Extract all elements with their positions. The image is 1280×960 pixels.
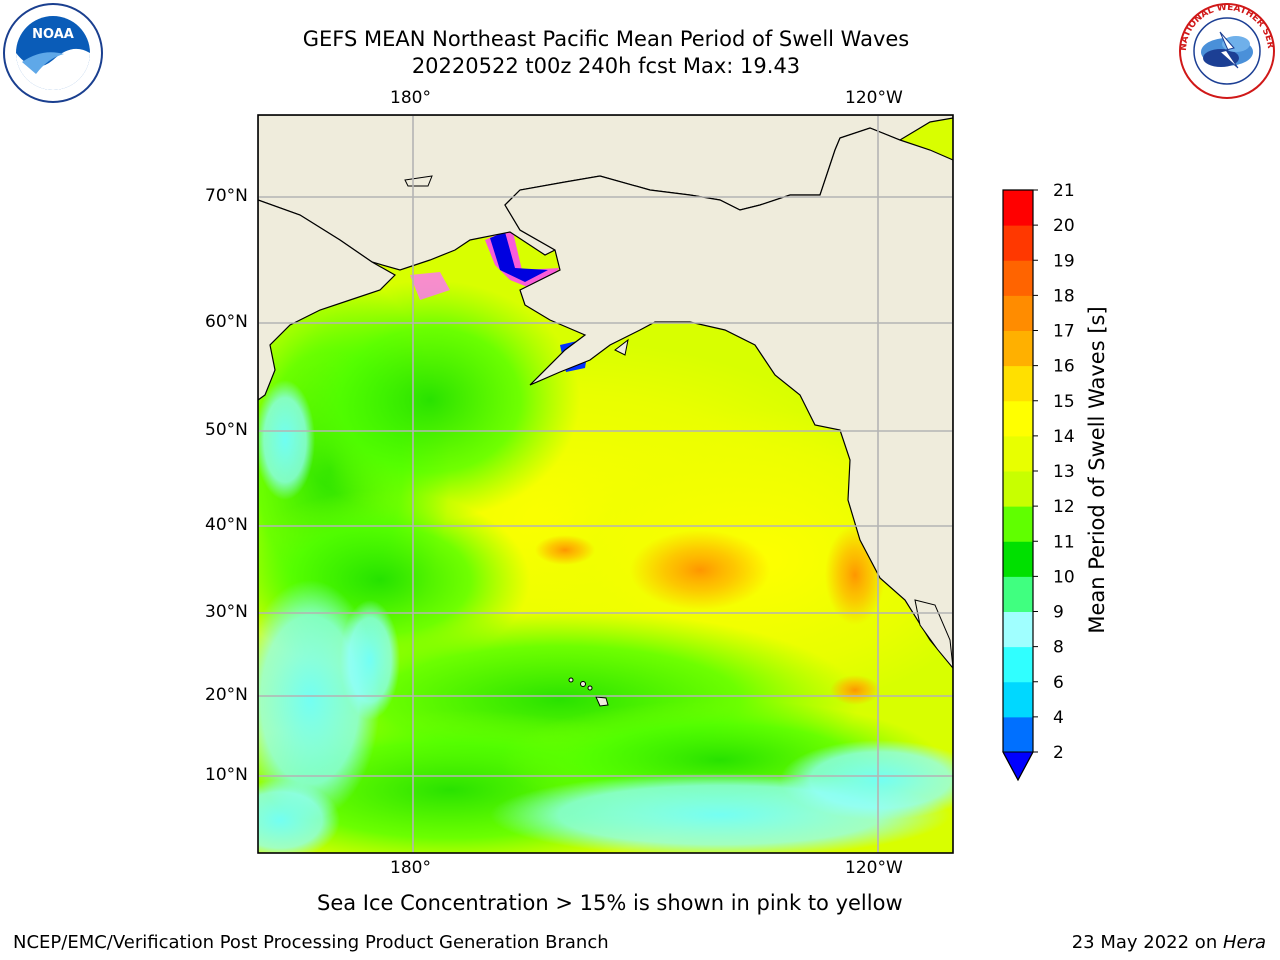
colorbar-tick-label: 15 — [1053, 392, 1075, 412]
lon-label-bottom-180: 180° — [390, 858, 431, 878]
footer-date: 23 May 2022 on Hera — [1072, 932, 1266, 953]
lat-label-50n: 50°N — [205, 420, 248, 440]
colorbar-segment — [1003, 646, 1033, 683]
colorbar-tick-label: 19 — [1053, 251, 1075, 271]
land-kamchatka — [258, 199, 396, 401]
colorbar-label: Mean Period of Swell Waves [s] — [1085, 306, 1109, 634]
nws-logo: NATIONAL WEATHER SERVICE — [1176, 2, 1275, 99]
map-frame — [257, 114, 954, 854]
lon-label-bottom-120w: 120°W — [845, 858, 903, 878]
lat-label-30n: 30°N — [205, 602, 248, 622]
colorbar-under-triangle — [1002, 751, 1034, 782]
footer-date-text: 23 May 2022 on — [1071, 932, 1223, 953]
colorbar-segment — [1003, 330, 1033, 367]
map-title: GEFS MEAN Northeast Pacific Mean Period … — [302, 27, 910, 51]
colorbar-segment — [1003, 190, 1033, 226]
colorbar-segment — [1003, 225, 1033, 261]
lat-label-40n: 40°N — [205, 515, 248, 535]
colorbar-segment — [1003, 681, 1033, 718]
map-subtitle: 20220522 t00z 240h fcst Max: 19.43 — [411, 54, 801, 78]
colorbar-segment — [1003, 260, 1033, 296]
colorbar-segment — [1003, 716, 1033, 753]
colorbar-tick-label: 12 — [1053, 497, 1075, 517]
lon-label-top-120w: 120°W — [845, 88, 903, 108]
colorbar-segment — [1003, 471, 1033, 507]
colorbar: 2 4 6 8 9 10 11 12 13 14 15 16 17 18 19 20 21 — [1002, 181, 1075, 782]
colorbar-tick-label: 20 — [1053, 216, 1075, 236]
colorbar-segment — [1003, 400, 1033, 437]
colorbar-segment — [1003, 365, 1033, 402]
colorbar-segment — [1003, 541, 1033, 577]
map-field — [258, 115, 953, 853]
colorbar-tick-label: 21 — [1053, 181, 1075, 201]
colorbar-tick-label: 10 — [1053, 567, 1075, 587]
colorbar-tick-label: 14 — [1053, 427, 1075, 447]
land-north-america — [504, 127, 953, 669]
colorbar-segment — [1003, 576, 1033, 612]
lat-label-60n: 60°N — [205, 312, 248, 332]
hawaii-big-island — [595, 696, 609, 707]
colorbar-tick-label: 6 — [1053, 673, 1064, 693]
colorbar-tick-label: 8 — [1053, 638, 1064, 658]
colorbar-segment — [1003, 611, 1033, 648]
noaa-logo: NOAA — [3, 3, 103, 103]
colorbar-segment — [1003, 295, 1033, 331]
sea-ice-caption: Sea Ice Concentration > 15% is shown in … — [317, 891, 903, 915]
colorbar-segment — [1003, 506, 1033, 542]
lon-label-top-180: 180° — [390, 88, 431, 108]
colorbar-segment — [1003, 435, 1033, 472]
colorbar-tick-label: 4 — [1053, 708, 1064, 728]
lat-label-10n: 10°N — [205, 765, 248, 785]
colorbar-tick-label: 18 — [1053, 286, 1075, 306]
colorbar-tick-label: 17 — [1053, 322, 1075, 342]
colorbar-tick-label: 2 — [1053, 743, 1064, 763]
footer-machine: Hera — [1222, 932, 1266, 953]
graticule — [258, 115, 953, 853]
noaa-logo-text: NOAA — [32, 27, 74, 42]
colorbar-tick-label: 11 — [1053, 532, 1075, 552]
footer-credit: NCEP/EMC/Verification Post Processing Pr… — [13, 932, 609, 953]
colorbar-tick-label: 13 — [1053, 462, 1075, 482]
lat-label-20n: 20°N — [205, 685, 248, 705]
colorbar-tick-label: 9 — [1053, 603, 1064, 623]
colorbar-tick-label: 16 — [1053, 357, 1075, 377]
lat-label-70n: 70°N — [205, 186, 248, 206]
